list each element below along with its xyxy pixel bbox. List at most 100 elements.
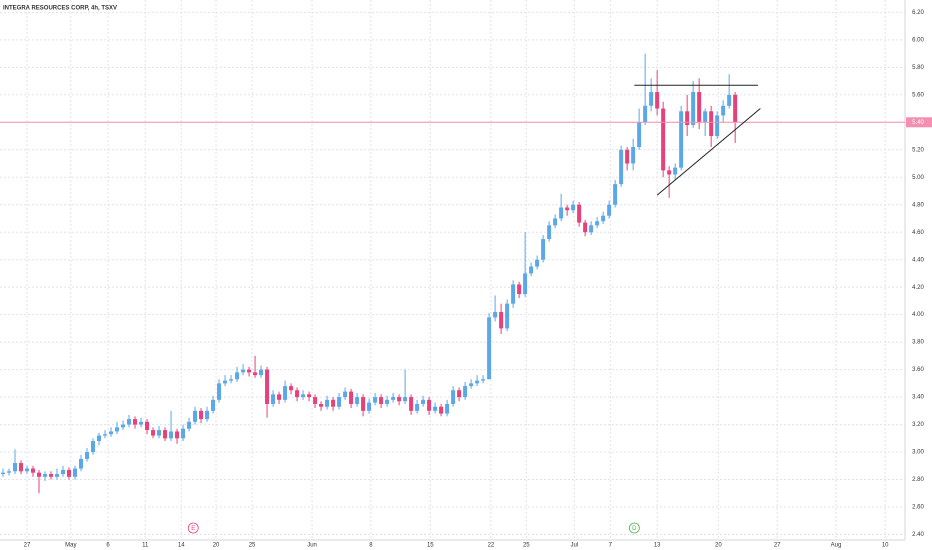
candle-body <box>181 428 186 439</box>
candle-body <box>391 397 396 400</box>
x-tick-label: 11 <box>142 543 149 549</box>
candle-body <box>589 225 594 233</box>
y-tick-label: 4.80 <box>912 202 924 208</box>
candle-body <box>295 390 300 398</box>
candle-body <box>115 427 120 432</box>
x-tick-label: 13 <box>654 543 661 549</box>
x-tick-label: 20 <box>715 543 722 549</box>
event-label: D <box>632 526 637 532</box>
candle-body <box>13 463 18 472</box>
candle-body <box>187 421 192 429</box>
candle-body <box>337 397 342 407</box>
y-tick-label: 2.40 <box>912 532 924 538</box>
candle-body <box>397 397 402 402</box>
candle-body <box>163 430 168 439</box>
candle-body <box>43 474 48 477</box>
candle-body <box>349 391 354 404</box>
candle-body <box>223 380 228 384</box>
y-tick-label: 5.00 <box>912 175 924 181</box>
x-tick-label: Aug <box>831 543 842 549</box>
candle-body <box>205 410 210 420</box>
x-tick-label: Jul <box>570 543 578 549</box>
candle-body <box>433 406 438 411</box>
candle-body <box>139 421 144 425</box>
candle-body <box>529 266 534 274</box>
y-tick-label: 6.00 <box>912 37 924 43</box>
candle-body <box>289 386 294 391</box>
candle-body <box>451 390 456 404</box>
candle-body <box>175 431 180 439</box>
candle-body <box>691 92 696 126</box>
candle-body <box>211 399 216 411</box>
candle-body <box>547 225 552 240</box>
candle-body <box>133 419 138 425</box>
candle-body <box>313 397 318 404</box>
y-tick-label: 4.20 <box>912 285 924 291</box>
candle-body <box>229 379 234 381</box>
candle-body <box>655 92 660 109</box>
candle-body <box>97 435 102 442</box>
candle-body <box>1 472 6 475</box>
candle-body <box>523 273 528 295</box>
candle-body <box>607 204 612 216</box>
event-marker <box>628 522 640 534</box>
candle-body <box>169 431 174 439</box>
candle-body <box>379 397 384 404</box>
candle-body <box>667 170 672 175</box>
x-tick-label: 25 <box>249 543 256 549</box>
candle-body <box>361 397 366 411</box>
candle-body <box>487 317 492 380</box>
candle-body <box>79 458 84 469</box>
candle-body <box>7 471 12 473</box>
candle-body <box>373 397 378 403</box>
candle-body <box>355 397 360 404</box>
candle-body <box>61 469 66 475</box>
x-tick-label: 22 <box>488 543 495 549</box>
candle-body <box>31 468 36 473</box>
candle-body <box>649 92 654 106</box>
candle-body <box>517 284 522 295</box>
y-tick-label: 5.20 <box>912 147 924 153</box>
candle-body <box>733 94 738 123</box>
candle-body <box>67 469 72 477</box>
candle-body <box>421 399 426 404</box>
candle-body <box>595 221 600 226</box>
candle-body <box>271 394 276 404</box>
x-tick-label: 14 <box>178 543 185 549</box>
y-tick-label: 5.60 <box>912 92 924 98</box>
candle-body <box>55 474 60 477</box>
event-marker <box>187 522 199 534</box>
candle-body <box>121 424 126 428</box>
candle-body <box>673 167 678 175</box>
candle-body <box>193 410 198 422</box>
candle-body <box>463 386 468 398</box>
candle-body <box>715 115 720 137</box>
candle-body <box>703 111 708 123</box>
last-price-tag <box>906 117 932 128</box>
x-tick-label: May <box>65 543 76 549</box>
candle-body <box>427 399 432 411</box>
candle-body <box>619 149 624 185</box>
candle-body <box>457 390 462 398</box>
candle-body <box>661 108 666 171</box>
candle-body <box>307 394 312 398</box>
candle-body <box>157 430 162 436</box>
x-tick-label: 25 <box>523 543 530 549</box>
y-tick-label: 4.60 <box>912 230 924 236</box>
event-label: E <box>191 526 195 532</box>
y-tick-label: 3.40 <box>912 395 924 401</box>
candle-body <box>559 207 564 219</box>
candle-body <box>367 402 372 411</box>
candle-body <box>151 430 156 436</box>
candle-body <box>709 111 714 137</box>
candle-body <box>241 369 246 373</box>
x-tick-label: 20 <box>213 543 220 549</box>
candle-body <box>85 452 90 459</box>
x-tick-label: 27 <box>774 543 781 549</box>
candle-body <box>277 394 282 400</box>
candle-body <box>217 383 222 400</box>
y-tick-label: 2.80 <box>912 477 924 483</box>
candle-body <box>637 122 642 148</box>
